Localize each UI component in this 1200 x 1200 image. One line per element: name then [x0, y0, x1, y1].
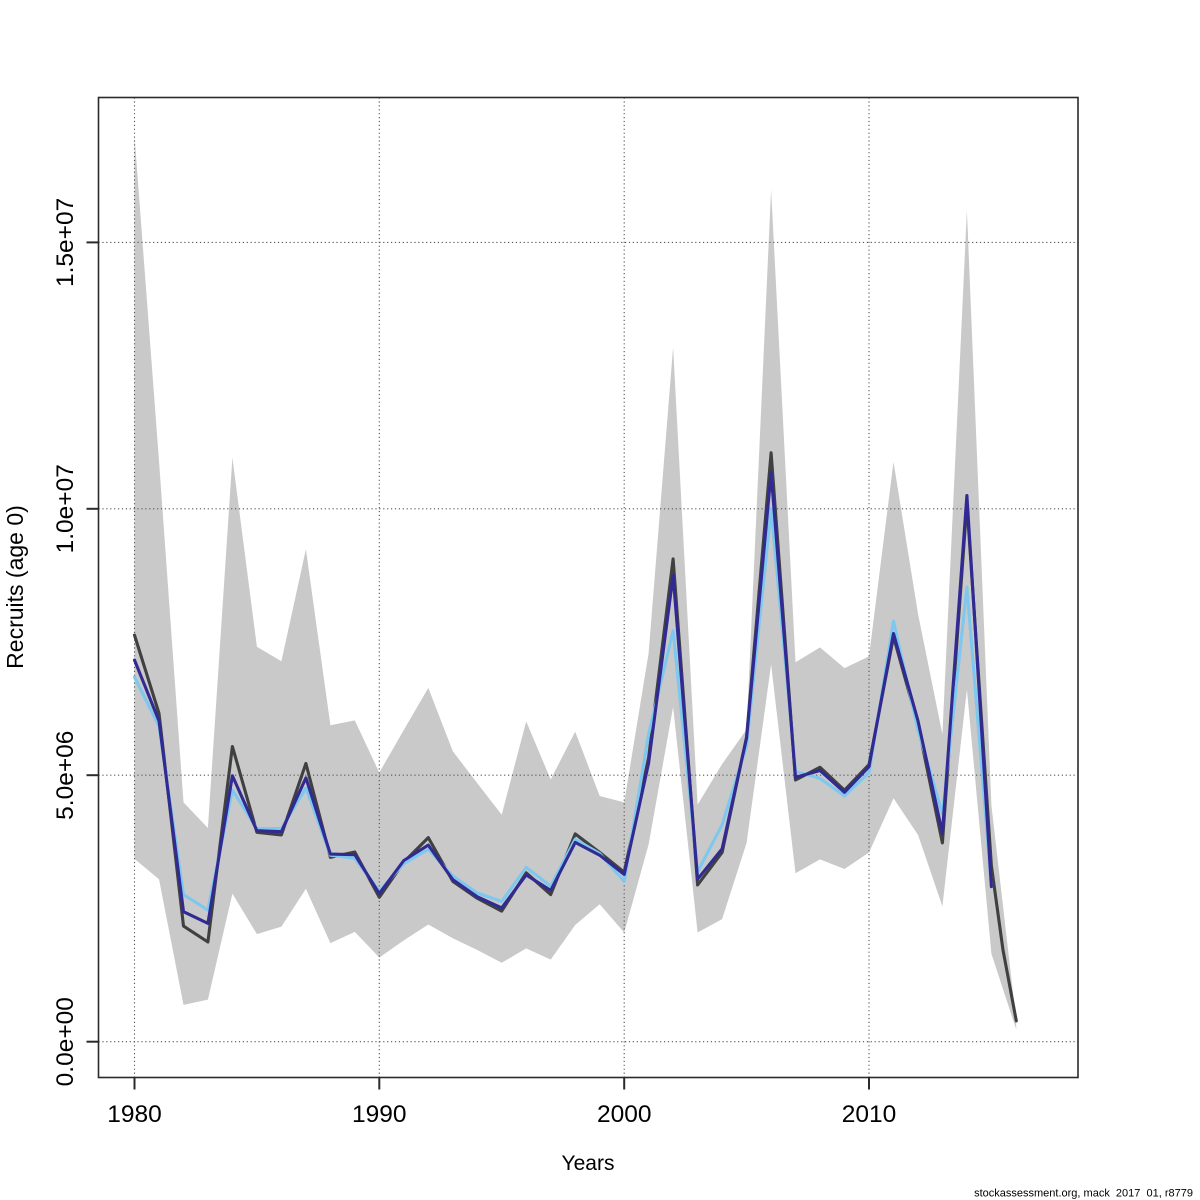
svg-text:2000: 2000	[597, 1101, 652, 1128]
svg-text:0.0e+00: 0.0e+00	[52, 997, 79, 1086]
svg-text:Years: Years	[562, 1152, 615, 1175]
svg-text:1980: 1980	[107, 1101, 162, 1128]
svg-text:Recruits (age 0): Recruits (age 0)	[2, 505, 28, 669]
svg-text:1.0e+07: 1.0e+07	[52, 464, 79, 553]
svg-text:1.5e+07: 1.5e+07	[52, 198, 79, 287]
svg-text:5.0e+06: 5.0e+06	[52, 731, 79, 820]
svg-text:2010: 2010	[842, 1101, 897, 1128]
svg-text:1990: 1990	[352, 1101, 407, 1128]
svg-text:stockassessment.org, mack 201: stockassessment.org, mack 2017 01, r8779	[974, 1188, 1193, 1200]
